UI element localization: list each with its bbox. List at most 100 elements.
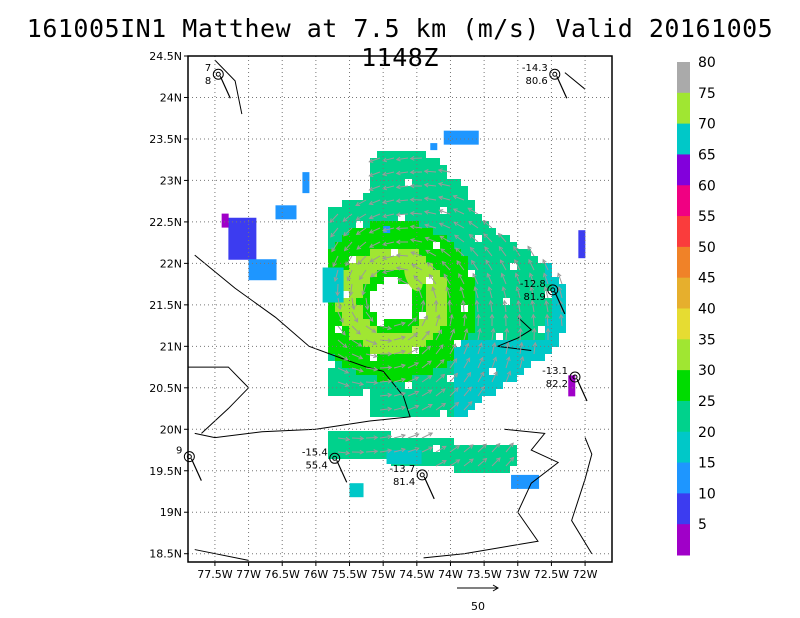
field-cell xyxy=(370,193,377,200)
field-cell xyxy=(377,158,384,165)
field-cell xyxy=(349,228,356,235)
field-cell xyxy=(517,284,524,291)
field-cell xyxy=(510,249,517,256)
wind-vector-head xyxy=(395,212,401,217)
field-cell xyxy=(398,270,405,277)
field-cell xyxy=(433,396,440,403)
wind-vector-head xyxy=(469,458,474,463)
wind-vector xyxy=(369,227,381,234)
field-cell xyxy=(405,186,412,193)
field-cell xyxy=(496,235,503,242)
field-cell xyxy=(405,235,412,242)
wind-vector-head xyxy=(452,194,458,200)
field-cell xyxy=(412,179,419,186)
wind-vector xyxy=(344,241,353,251)
field-cell xyxy=(454,249,461,256)
wind-vector-head xyxy=(509,442,514,448)
field-cell xyxy=(377,326,384,333)
field-cell xyxy=(510,347,517,354)
field-cell xyxy=(489,389,496,396)
wind-vector xyxy=(472,273,479,285)
field-cell xyxy=(391,242,398,249)
wind-vector-head xyxy=(426,261,432,267)
wind-vector xyxy=(370,269,381,278)
station-value: 81.4 xyxy=(393,477,415,488)
field-cell xyxy=(349,319,356,326)
wind-vector-head xyxy=(417,286,422,292)
field-cell xyxy=(552,340,559,347)
field-cell xyxy=(349,249,356,256)
station-barb xyxy=(219,76,231,99)
wind-vector-head xyxy=(368,172,374,177)
field-cell xyxy=(531,270,538,277)
field-cell xyxy=(433,438,440,445)
wind-vector xyxy=(519,342,523,355)
wind-vector xyxy=(329,213,339,223)
wind-vector xyxy=(382,255,395,260)
wind-vector-head xyxy=(412,317,417,323)
field-cell xyxy=(496,312,503,319)
wind-vector xyxy=(337,325,346,336)
wind-vector xyxy=(411,264,423,271)
field-cell xyxy=(468,361,475,368)
wind-vector-head xyxy=(423,182,429,188)
field-cell xyxy=(363,431,370,438)
field-cell xyxy=(517,270,524,277)
field-cell xyxy=(503,270,510,277)
field-cell xyxy=(433,179,440,186)
field-cell xyxy=(468,396,475,403)
colorbar-label: 45 xyxy=(698,271,716,287)
field-cell xyxy=(370,452,377,459)
field-cell xyxy=(461,242,468,249)
field-cell xyxy=(552,277,559,284)
field-cell xyxy=(412,319,419,326)
field-cell xyxy=(440,179,447,186)
field-cell xyxy=(398,193,405,200)
wind-vector xyxy=(491,328,495,341)
wind-vector-head xyxy=(331,247,336,253)
wind-vector-head xyxy=(473,286,479,292)
wind-vector xyxy=(407,362,419,369)
field-cell xyxy=(440,214,447,221)
field-cell xyxy=(412,256,419,263)
field-cell xyxy=(496,326,503,333)
wind-vector-head xyxy=(440,388,446,393)
field-cell xyxy=(559,284,566,291)
field-cell xyxy=(370,200,377,207)
wind-vector-head xyxy=(426,345,432,351)
field-cell xyxy=(398,396,405,403)
wind-vector xyxy=(351,339,362,347)
field-cell xyxy=(510,368,517,375)
field-cell xyxy=(377,256,384,263)
field-cell xyxy=(328,340,335,347)
field-cell xyxy=(419,375,426,382)
wind-vector-head xyxy=(339,318,344,324)
field-cell xyxy=(419,221,426,228)
wind-vector xyxy=(488,286,493,299)
field-cell xyxy=(342,305,349,312)
wind-vector-head xyxy=(343,356,349,361)
field-cell xyxy=(419,179,426,186)
wind-vector xyxy=(449,373,458,383)
wind-vector xyxy=(421,389,432,397)
wind-vector xyxy=(369,185,381,191)
field-cell xyxy=(419,389,426,396)
y-tick-label: 20.5N xyxy=(149,382,182,395)
field-cell xyxy=(468,235,475,242)
field-cell xyxy=(510,340,517,347)
field-cell xyxy=(496,305,503,312)
wind-vector-head xyxy=(467,207,473,212)
wind-vector xyxy=(454,234,465,243)
field-cell xyxy=(475,298,482,305)
wind-vector xyxy=(439,222,451,229)
field-cell xyxy=(412,382,419,389)
field-cell xyxy=(356,326,363,333)
wind-vectors xyxy=(329,156,564,467)
field-cell xyxy=(405,221,412,228)
field-cell xyxy=(426,200,433,207)
field-cell xyxy=(377,452,384,459)
wind-vector xyxy=(407,433,419,439)
coastline-segment xyxy=(194,549,249,561)
field-cell xyxy=(461,347,468,354)
field-cell xyxy=(384,214,391,221)
